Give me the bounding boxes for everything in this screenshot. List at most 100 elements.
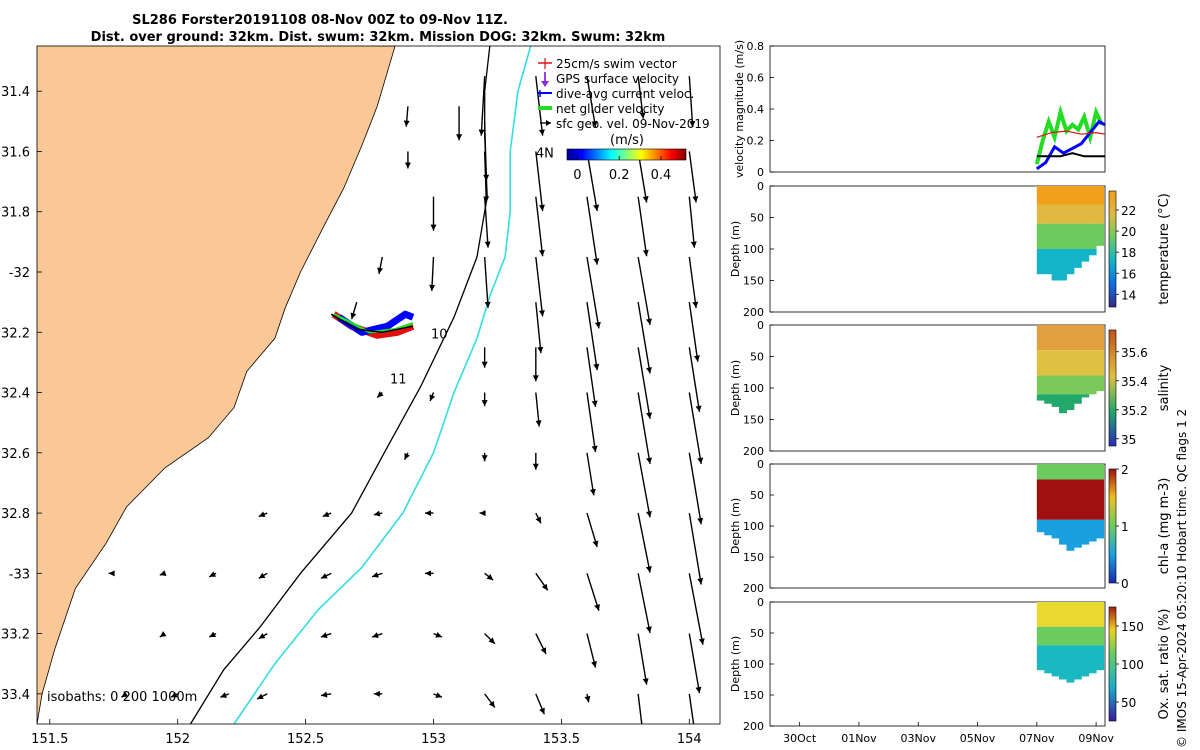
- velocity-arrow: [424, 510, 434, 517]
- velocity-arrow: [535, 633, 547, 655]
- map-colorbar: (m/s) 0 0.2 0.4: [566, 133, 687, 183]
- colorbar-tick-label: 0: [573, 168, 581, 183]
- salinity_panel-cell: [1073, 325, 1082, 351]
- salinity_panel-y-tick-label: 150: [743, 414, 764, 427]
- velocity-arrow-head: [377, 391, 384, 398]
- velocity-arrow-head: [372, 632, 379, 638]
- velocity-panel-frame: [769, 45, 1106, 173]
- track-annotations: 4N 10 11: [390, 146, 554, 387]
- velocity-arrow-head: [159, 631, 167, 637]
- velocity-arrow: [159, 631, 167, 638]
- velocity-arrow-shaft: [688, 347, 701, 413]
- velocity-arrow-shaft: [637, 573, 651, 633]
- velocity-arrow: [532, 452, 539, 470]
- chla_panel-y-tick-label: 50: [750, 489, 764, 502]
- temperature_panel-y-tick-label: 0: [757, 180, 764, 193]
- velocity-arrow: [483, 196, 491, 248]
- isobath-1000m: [233, 46, 532, 724]
- chla_panel-cell: [1081, 519, 1090, 545]
- temperature_panel-y-label: Depth (m): [729, 221, 742, 277]
- velocity-arrow-head: [320, 573, 328, 579]
- velocity-y-tick-label: 0.6: [747, 72, 765, 85]
- temperature_panel-cell: [1036, 249, 1045, 275]
- chla_panel-cell: [1088, 519, 1097, 542]
- map-y-tick-label: 32.2: [1, 326, 30, 341]
- oxygen_panel-cell: [1059, 602, 1067, 627]
- velocity-arrow: [688, 256, 699, 309]
- date-tick-label: 30Oct: [783, 732, 817, 745]
- oxygen_panel-colorbar-tick-label: 50: [1121, 696, 1136, 710]
- salinity_panel-cell: [1066, 325, 1075, 351]
- geostrophic-velocity-vectors: [108, 76, 705, 724]
- salinity_panel-y-tick-label: 100: [743, 382, 764, 395]
- chla_panel-cell: [1096, 479, 1105, 520]
- temperature_panel-cell: [1088, 186, 1097, 205]
- velocity-arrow: [404, 151, 411, 169]
- velocity-arrow-shaft: [688, 256, 697, 309]
- temperature_panel-cell: [1059, 223, 1067, 249]
- salinity_panel-colorbar: [1108, 329, 1117, 447]
- oxygen_panel-cell: [1073, 602, 1082, 627]
- velocity-arrow-head: [121, 691, 129, 698]
- chla_panel-cell: [1081, 464, 1090, 480]
- velocity-arrow-head: [695, 405, 702, 412]
- velocity-arrow: [586, 302, 600, 371]
- velocity-arrow-shaft: [535, 256, 544, 317]
- salinity_panel-cell: [1066, 394, 1075, 411]
- legend-label-swim-vector: 25cm/s swim vector: [556, 57, 677, 71]
- oxygen_panel-cell: [1051, 602, 1060, 627]
- temperature_panel-colorbar-label: temperature (°C): [1157, 193, 1172, 305]
- velocity-arrow: [320, 572, 332, 580]
- velocity-arrow-head: [481, 455, 488, 462]
- velocity-arrow: [637, 347, 653, 419]
- chla_panel-cell: [1066, 519, 1075, 551]
- salinity_panel-cell: [1081, 394, 1090, 398]
- chla_panel-cell: [1073, 479, 1082, 520]
- velocity-arrow: [430, 196, 437, 231]
- velocity-arrow-head: [589, 488, 596, 496]
- velocity-series-swim_vector: [1036, 130, 1106, 138]
- chla_panel-y-tick-label: 150: [743, 551, 764, 564]
- date-tick-label: 05Nov: [960, 732, 996, 745]
- temperature_panel-cell: [1081, 223, 1090, 249]
- salinity_panel-y-tick-label: 50: [750, 351, 764, 364]
- oxygen_panel-cell: [1066, 626, 1075, 646]
- velocity-arrow-shaft: [688, 196, 696, 248]
- salinity_panel-cell: [1096, 375, 1105, 392]
- map-y-tick-label: 32.6: [1, 447, 30, 462]
- velocity-arrow-head: [591, 661, 597, 668]
- velocity-arrow-shaft: [483, 196, 489, 248]
- isobath-label: isobaths: 0 200 1000m: [47, 690, 197, 705]
- velocity-arrow: [637, 196, 649, 257]
- velocity-arrow-head: [159, 570, 167, 576]
- velocity-arrow: [586, 76, 598, 128]
- salinity_panel-cell: [1036, 325, 1045, 351]
- velocity-series-sfc_geo_vel: [1036, 152, 1105, 158]
- salinity_panel-cell: [1036, 394, 1045, 401]
- velocity-arrow: [481, 452, 488, 462]
- legend-entry-dive-current: dive-avg current veloc.: [538, 87, 694, 101]
- velocity-y-tick-label: 0.8: [747, 40, 765, 53]
- chla_panel-colorbar-tick-label: 0: [1121, 577, 1129, 591]
- oxygen_panel-cell: [1096, 645, 1105, 671]
- velocity-arrow: [637, 573, 652, 633]
- oxygen_panel-cell: [1066, 645, 1075, 683]
- legend-entry-gps-velocity: GPS surface velocity: [541, 72, 679, 87]
- temperature_panel-cell: [1096, 204, 1105, 224]
- velocity-arrow-head: [488, 637, 495, 644]
- temperature_panel-cell: [1036, 204, 1045, 224]
- temperature_panel-cell: [1051, 204, 1060, 224]
- oxygen_panel-cell: [1096, 626, 1105, 646]
- temperature_panel-cell: [1066, 204, 1075, 224]
- velocity-arrow-shaft: [586, 392, 597, 453]
- oxygen_panel: 0 50 100 150 200 Depth (m) 50 100 150 Ox. sat. ra…: [729, 596, 1172, 745]
- velocity-arrow: [584, 693, 591, 703]
- velocity-arrow-head: [478, 129, 485, 136]
- velocity-arrow: [371, 571, 383, 578]
- temperature_panel-cell: [1036, 223, 1045, 249]
- oxygen_panel-y-tick-label: 100: [743, 658, 764, 671]
- oxygen_panel-y-tick-label: 50: [750, 627, 764, 640]
- temperature_panel-cell: [1066, 249, 1075, 275]
- velocity-arrow-shaft: [688, 512, 702, 585]
- temperature_panel-cell: [1073, 204, 1082, 224]
